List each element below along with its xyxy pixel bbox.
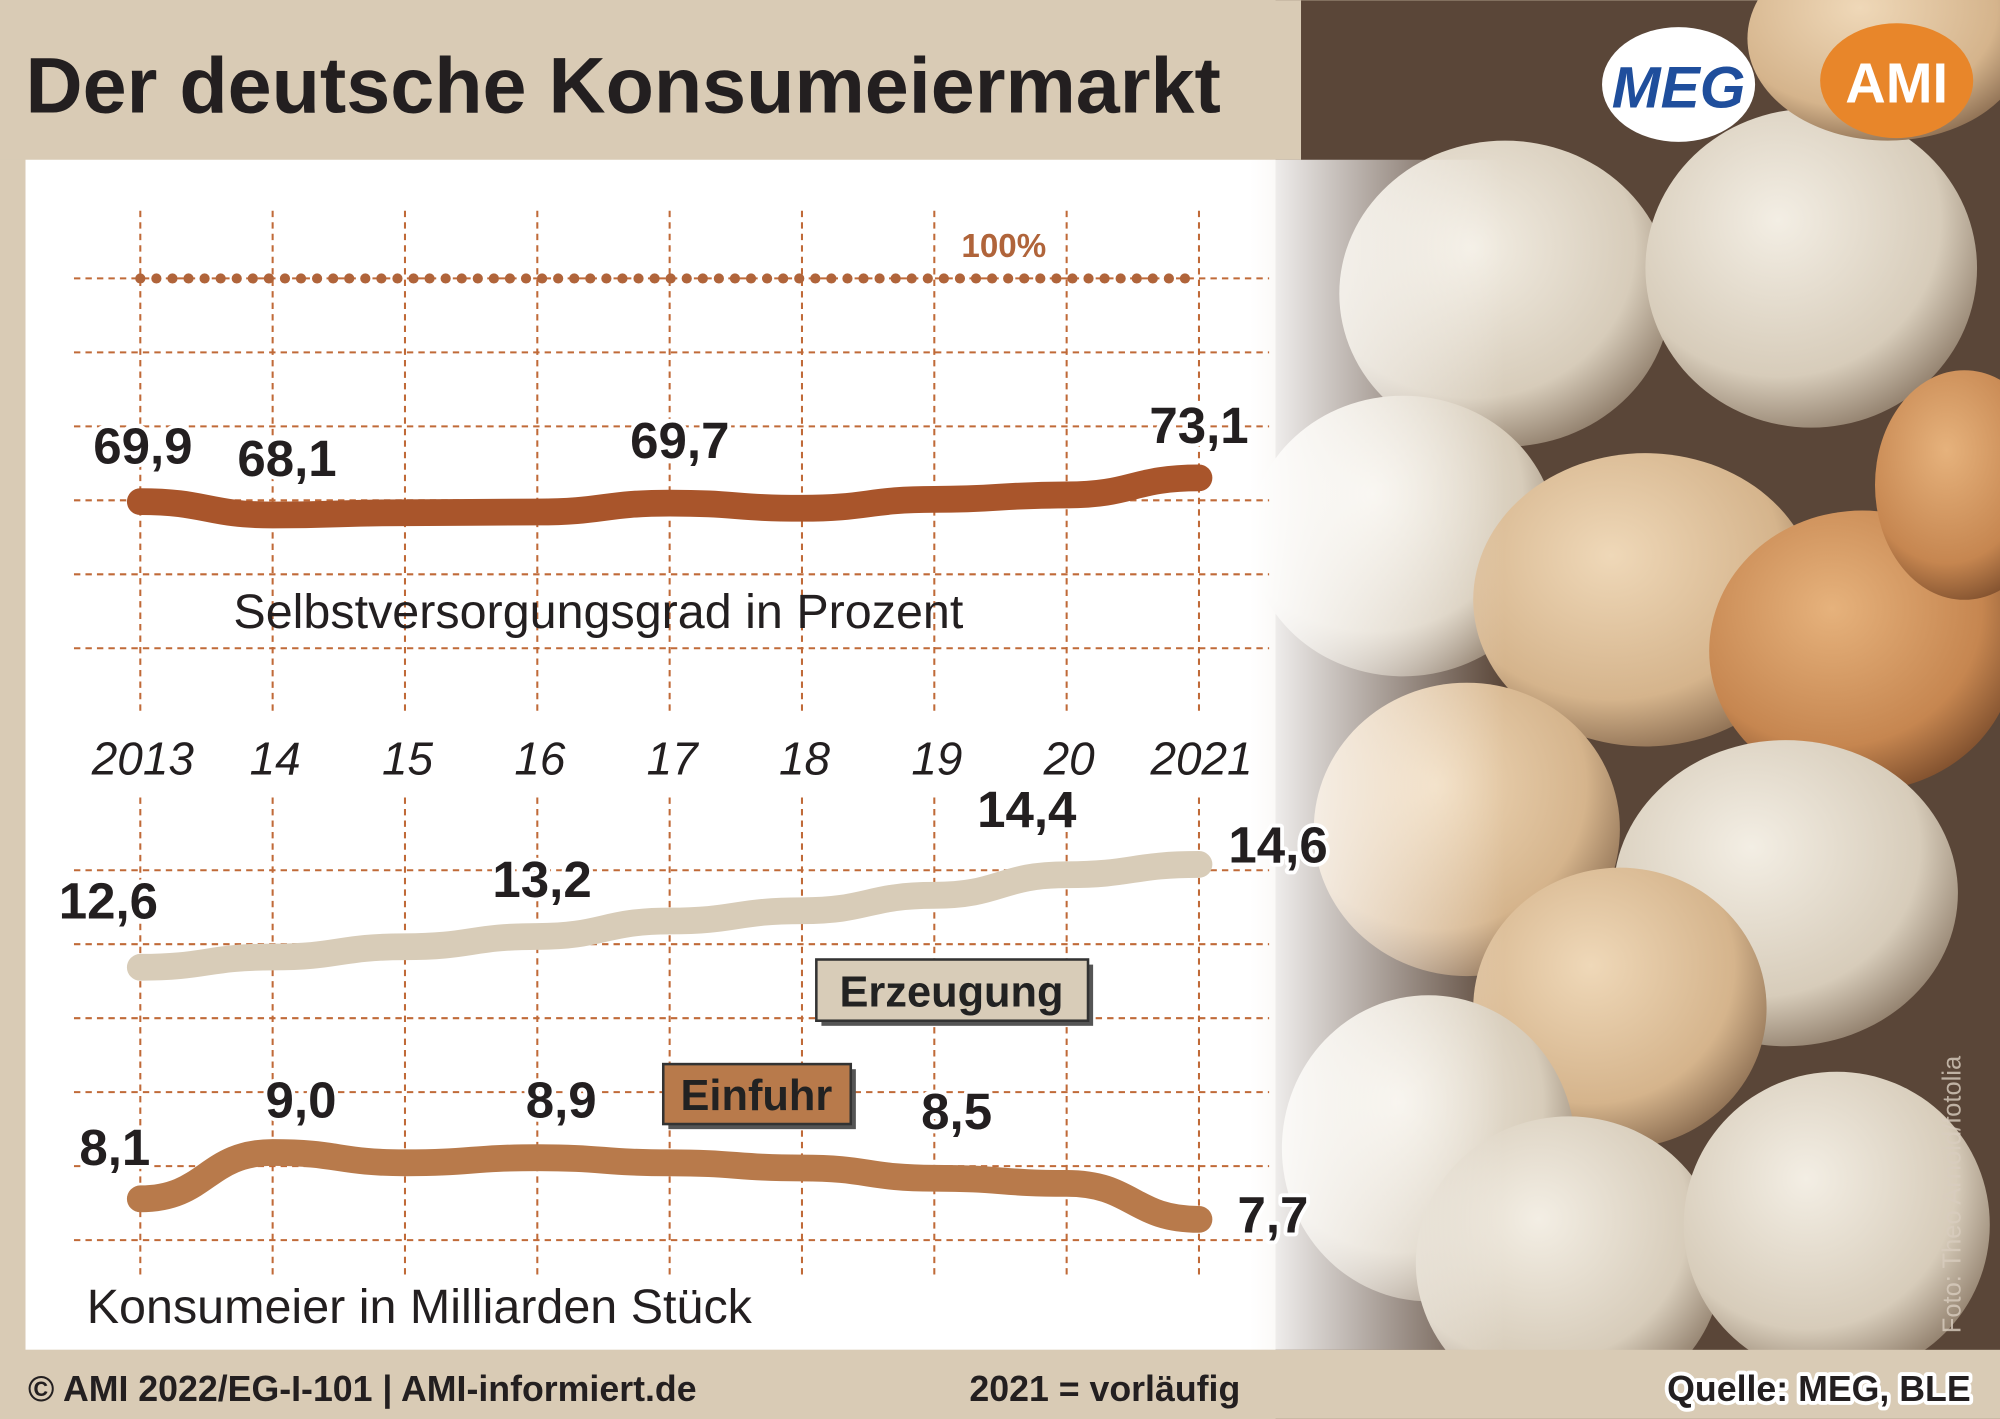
panel-fade: [1250, 159, 1506, 1350]
header-band: [0, 0, 1302, 160]
x-tick-label: 14: [250, 733, 301, 785]
reference-label: 100%: [961, 228, 1046, 265]
value-label: 9,0: [266, 1072, 337, 1129]
value-label: 13,2: [492, 851, 591, 908]
x-tick-label: 18: [779, 733, 831, 785]
series-line: [126, 1139, 1213, 1233]
legend-box: [815, 958, 1090, 1022]
value-label: 68,1: [237, 430, 336, 487]
footer-band: [0, 1349, 2000, 1419]
x-tick-label: 2021: [1149, 733, 1252, 785]
x-tick-label: 2013: [91, 733, 195, 785]
logo: [1602, 27, 1756, 142]
logo-text: AMI: [1845, 51, 1948, 114]
x-tick-label: 16: [514, 733, 566, 785]
series-line: [126, 464, 1213, 529]
value-label: 69,7: [630, 412, 729, 469]
x-tick-label: 20: [1043, 733, 1096, 785]
value-label: 8,9: [526, 1072, 597, 1129]
value-label: 14,4: [977, 781, 1077, 838]
value-label: 8,1: [79, 1119, 150, 1176]
value-label: 14,6: [1228, 817, 1327, 874]
footer-middle: 2021 = vorläufig: [969, 1369, 1240, 1409]
legend-label: Erzeugung: [840, 969, 1064, 1017]
legend-box: [661, 1062, 853, 1126]
footer-left: © AMI 2022/EG-I-101 | AMI-informiert.de: [28, 1369, 697, 1409]
footer-right: Quelle: MEG, BLE: [1667, 1369, 1971, 1409]
series-line: [126, 851, 1213, 981]
value-label: 7,7: [1237, 1186, 1308, 1243]
value-label: 69,9: [93, 417, 192, 474]
photo-credit: Foto: Theo Arnold/fotolia: [1938, 1055, 1966, 1333]
x-tick-label: 15: [382, 733, 434, 785]
x-tick-label: 17: [647, 733, 700, 785]
legend-label: Einfuhr: [681, 1072, 833, 1120]
plot: 2013 14 15 16 17 18 19 20 2021 100% 69,9 68,1 69,7 73…: [55, 228, 1332, 1248]
logo: [1820, 23, 1974, 139]
axis-label: Konsumeier in Milliarden Stück: [87, 1280, 753, 1334]
value-label: 12,6: [59, 873, 158, 930]
value-label: 8,5: [921, 1083, 992, 1140]
title: Der deutsche Konsumeiermarkt: [26, 41, 1221, 130]
logo-text: MEG: [1612, 55, 1746, 120]
value-label: 73,1: [1149, 397, 1248, 454]
axis-label: Selbstversorgungsgrad in Prozent: [233, 585, 963, 639]
x-tick-label: 19: [911, 733, 962, 785]
